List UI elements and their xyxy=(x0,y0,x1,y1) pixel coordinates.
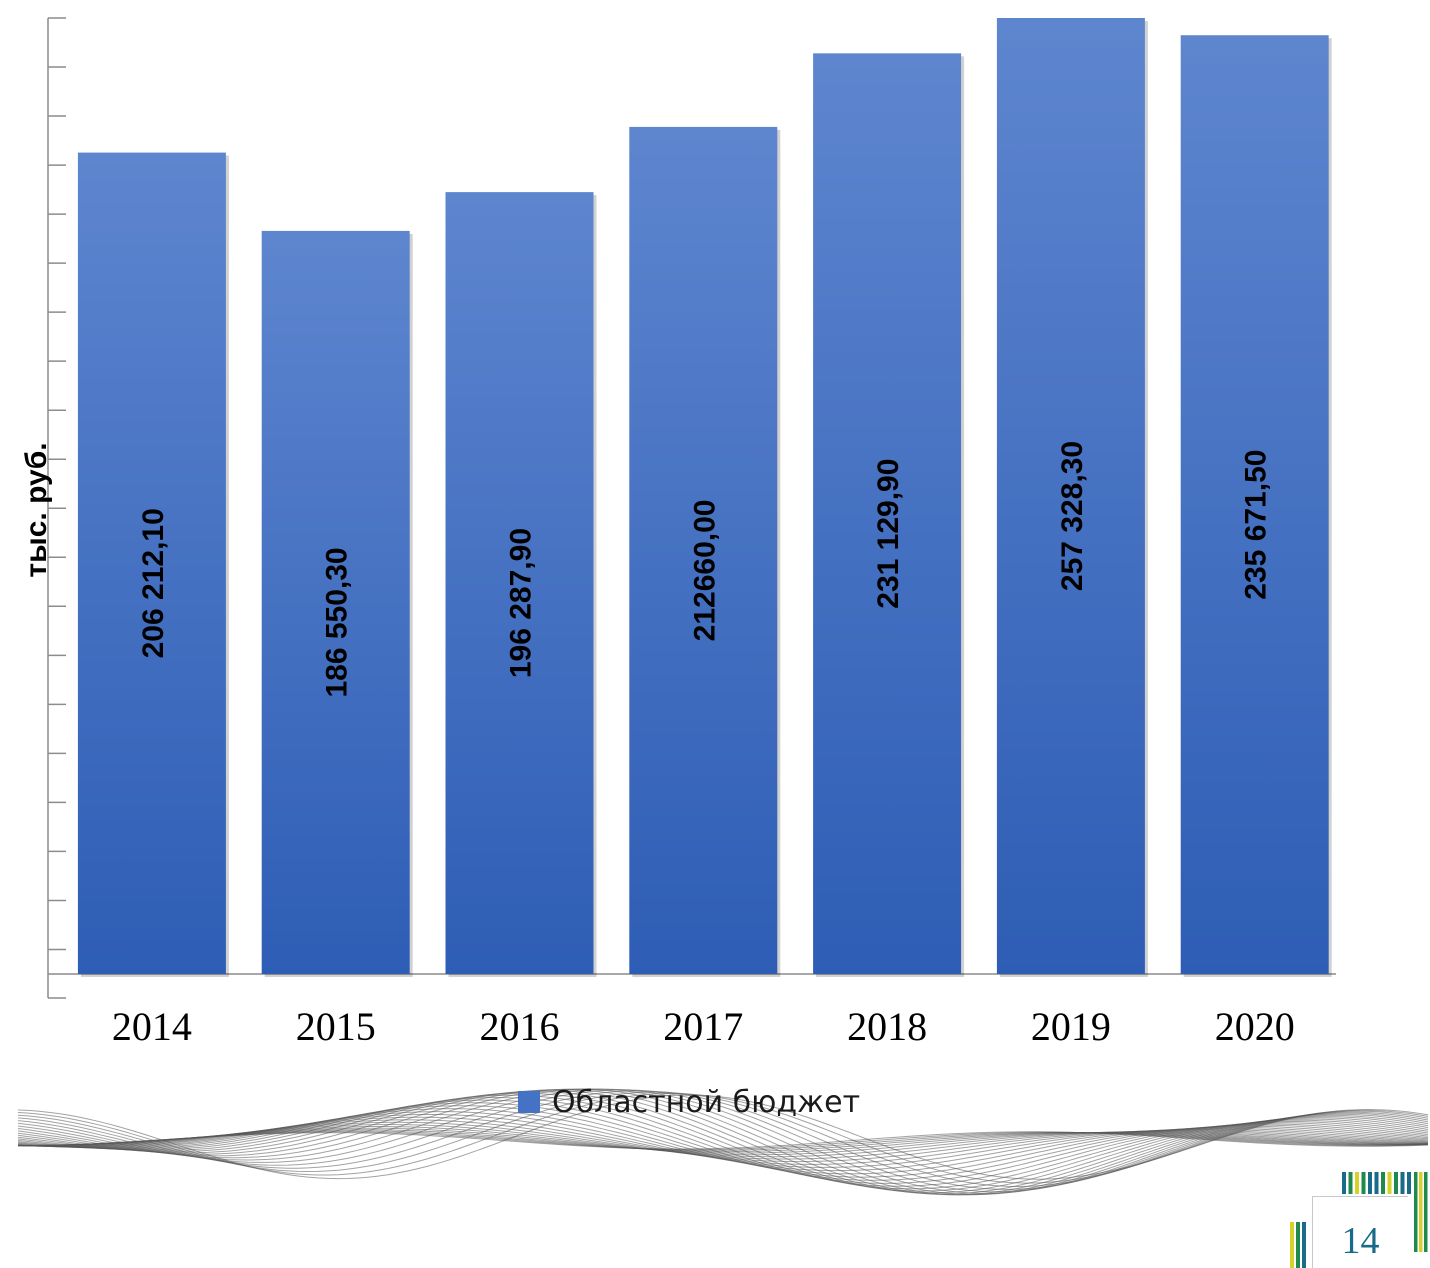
bar-2018 xyxy=(813,53,962,974)
wave-line xyxy=(17,1091,1429,1188)
data-label-2016: 196 287,90 xyxy=(505,528,538,678)
stripe xyxy=(1361,1172,1366,1194)
data-label-2020: 235 671,50 xyxy=(1240,450,1273,600)
stripe xyxy=(1424,1172,1428,1252)
stripe xyxy=(1348,1172,1353,1194)
x-tick-label-2016: 2016 xyxy=(480,1004,560,1049)
stripe xyxy=(1296,1222,1300,1268)
x-tick-label-2014: 2014 xyxy=(112,1004,192,1049)
bar-2016 xyxy=(445,192,594,974)
stripe xyxy=(1419,1172,1423,1252)
bar-2020 xyxy=(1180,35,1329,974)
stripe xyxy=(1355,1172,1359,1194)
wave-line xyxy=(17,1088,1429,1194)
x-tick-label-2019: 2019 xyxy=(1031,1004,1111,1049)
page-number-box: 14 xyxy=(1312,1196,1408,1268)
stripe xyxy=(1342,1172,1346,1194)
x-axis-labels: 2014 2015 2016 2017 2018 2019 2020 xyxy=(112,1004,1295,1049)
legend-label: Областной бюджет xyxy=(552,1085,860,1120)
decorative-wave-lines xyxy=(17,1088,1429,1196)
stripe xyxy=(1374,1172,1379,1194)
page-number: 14 xyxy=(1341,1220,1380,1262)
wave-line xyxy=(17,1090,1429,1190)
data-label-2014: 206 212,10 xyxy=(137,508,170,658)
stripe xyxy=(1414,1172,1418,1252)
bar-2014 xyxy=(77,152,226,974)
stripe xyxy=(1387,1172,1392,1194)
x-tick-label-2020: 2020 xyxy=(1215,1004,1295,1049)
bar-2019 xyxy=(996,18,1145,974)
wave-line xyxy=(17,1088,1429,1196)
stripe xyxy=(1290,1222,1294,1268)
bar-2017 xyxy=(629,126,778,974)
stripe xyxy=(1400,1172,1405,1194)
x-tick-label-2018: 2018 xyxy=(847,1004,927,1049)
stripe xyxy=(1407,1172,1411,1194)
legend-swatch xyxy=(518,1091,540,1113)
stripe xyxy=(1394,1172,1398,1194)
wave-line xyxy=(17,1089,1429,1193)
stripe xyxy=(1368,1172,1372,1194)
bar-series: 206 212,10 186 550,30 196 287,90 212660,00 2… xyxy=(77,18,1332,978)
data-label-2017: 212660,00 xyxy=(688,500,721,642)
x-tick-label-2017: 2017 xyxy=(663,1004,743,1049)
data-label-2018: 231 129,90 xyxy=(872,459,905,609)
data-label-2015: 186 550,30 xyxy=(321,547,354,697)
stripe xyxy=(1381,1172,1385,1194)
bar-2015 xyxy=(261,230,410,975)
x-tick-label-2015: 2015 xyxy=(296,1004,376,1049)
wave-line xyxy=(17,1131,1429,1150)
y-axis-title: тыс. руб. xyxy=(20,442,53,577)
corner-stripes-decoration xyxy=(1290,1172,1428,1268)
stripe xyxy=(1302,1222,1306,1268)
data-label-2019: 257 328,30 xyxy=(1056,441,1089,591)
legend: Областной бюджет xyxy=(518,1085,860,1120)
